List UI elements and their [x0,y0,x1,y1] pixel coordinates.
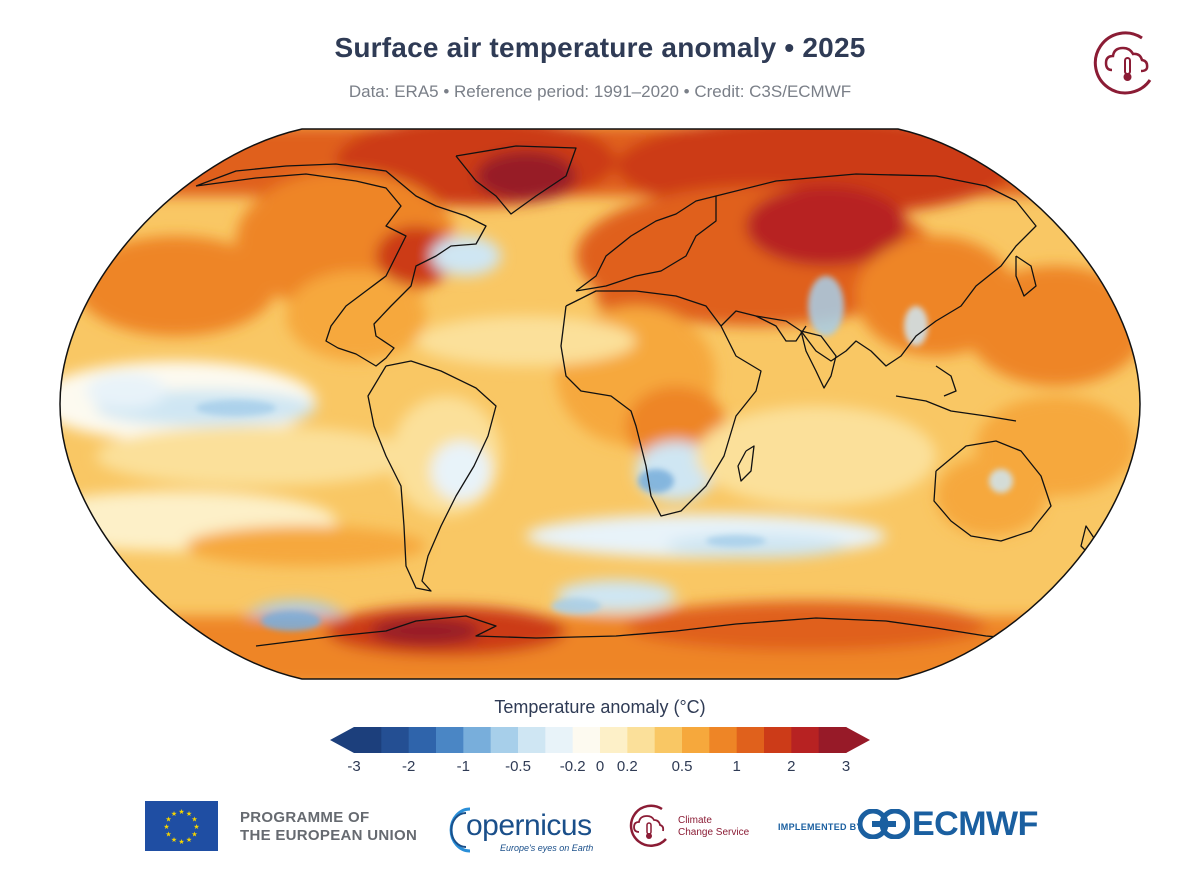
eu-text-line1: PROGRAMME OF [240,809,370,826]
eu-star: ★ [191,816,197,824]
colorbar [330,727,870,753]
copernicus-tagline: Europe's eyes on Earth [500,843,594,853]
eu-star: ★ [178,808,184,816]
colorbar-segment [818,727,847,753]
footer-logos: ★ ★ ★ ★ ★ ★ ★ ★ ★ ★ ★ ★ PROGRAMME OF THE EUROPEAN U… [0,795,1200,865]
eu-star: ★ [171,836,177,844]
colorbar-tick-label: -1 [456,758,470,775]
colorbar-tick-label: 1 [732,758,741,775]
copernicus-wordmark: opernicus [466,809,592,842]
eu-flag-icon: ★★★★★★★★★ ★ ★★ [145,801,218,851]
colorbar-extend-high [846,727,870,753]
c3s-logo-icon [1093,31,1152,95]
colorbar-tick-label: 0.2 [616,758,638,775]
eu-star: ★ [171,810,177,818]
eu-star: ★ [193,823,199,831]
c3s-line2: Change Service [678,827,750,838]
colorbar-segment [354,727,382,753]
colorbar-segment [381,727,410,753]
colorbar-segment [408,727,437,753]
chart-subtitle: Data: ERA5 • Reference period: 1991–2020… [348,82,852,101]
chart-title: Surface air temperature anomaly • 2025 [334,32,866,63]
colorbar-segment [436,727,464,753]
temperature-anomaly-map [56,126,1144,682]
colorbar-segment [764,727,792,753]
colorbar-extend-low [330,727,354,753]
colorbar-segment [654,727,683,753]
eu-star: ★ [178,838,184,846]
colorbar-tick-label: -2 [401,758,416,775]
eu-star: ★ [163,823,169,831]
colorbar-segment [709,727,738,753]
eu-star: ★ [186,810,192,818]
eu-star: ★ [165,831,171,839]
colorbar-segment [490,727,519,753]
colorbar-segment [736,727,765,753]
implemented-by-text: IMPLEMENTED BY [778,822,863,832]
c3s-logo-icon [629,804,667,847]
colorbar-segment [627,727,656,753]
colorbar-segment [463,727,492,753]
c3s-line1: Climate [678,815,712,826]
colorbar-tick-label: -0.2 [559,758,586,775]
colorbar-segment [600,727,628,753]
ecmwf-wordmark: ECMWF [912,805,1038,843]
eu-star: ★ [165,816,171,824]
colorbar-tick-label: 0 [595,758,605,775]
eu-programme-text: PROGRAMME OF THE EUROPEAN UNION [240,809,417,845]
ecmwf-logo-icon [858,809,910,839]
copernicus-logo-icon [449,807,471,853]
c3s-wordmark: Climate Change Service [678,815,749,839]
colorbar-segment [791,727,820,753]
eu-star: ★ [191,831,197,839]
eu-star: ★ [186,836,192,844]
colorbar-tick-label: -3 [347,758,361,775]
eu-text-line2: THE EUROPEAN UNION [240,827,418,844]
colorbar-segment [572,727,601,753]
colorbar-segment [518,727,546,753]
colorbar-tick-label: -0.5 [505,758,531,775]
colorbar-segment [545,727,574,753]
legend-title: Temperature anomaly (°C) [494,697,706,717]
colorbar-tick-label: 0.5 [671,758,693,775]
colorbar-tick-label: 3 [841,758,851,775]
colorbar-tick-label: 2 [787,758,796,775]
colorbar-segment [682,727,710,753]
